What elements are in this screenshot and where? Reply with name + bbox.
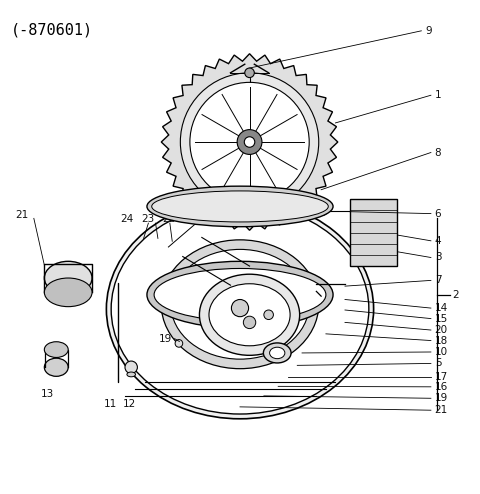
- Text: 19: 19: [158, 333, 172, 344]
- Ellipse shape: [209, 284, 290, 346]
- Ellipse shape: [147, 261, 333, 328]
- Text: 8: 8: [435, 148, 441, 158]
- Text: 4: 4: [435, 236, 441, 246]
- Text: 3: 3: [435, 252, 441, 262]
- Text: 9: 9: [425, 26, 432, 36]
- Text: 17: 17: [435, 372, 448, 382]
- Ellipse shape: [127, 372, 135, 377]
- Text: 14: 14: [435, 303, 448, 313]
- Text: 12: 12: [123, 400, 136, 410]
- Ellipse shape: [154, 268, 326, 321]
- Text: (-870601): (-870601): [11, 23, 93, 38]
- Text: 23: 23: [142, 214, 155, 224]
- Circle shape: [243, 316, 256, 329]
- Circle shape: [231, 299, 249, 317]
- Circle shape: [320, 207, 327, 215]
- Polygon shape: [161, 54, 338, 230]
- Text: 7: 7: [435, 276, 441, 286]
- Text: 21: 21: [435, 405, 448, 415]
- Circle shape: [244, 137, 255, 147]
- Text: 1: 1: [435, 90, 441, 100]
- Text: 15: 15: [435, 314, 448, 324]
- Ellipse shape: [44, 358, 68, 376]
- Ellipse shape: [44, 342, 68, 358]
- Circle shape: [245, 68, 254, 78]
- Text: 6: 6: [435, 208, 441, 218]
- Ellipse shape: [180, 73, 319, 211]
- Text: 13: 13: [40, 389, 54, 399]
- Text: 5: 5: [435, 359, 441, 369]
- Ellipse shape: [171, 249, 309, 359]
- Ellipse shape: [264, 343, 291, 363]
- Text: 21: 21: [16, 209, 29, 219]
- Ellipse shape: [190, 82, 309, 202]
- Ellipse shape: [44, 261, 92, 295]
- Text: 16: 16: [435, 382, 448, 392]
- Ellipse shape: [111, 204, 369, 414]
- Text: 2: 2: [452, 289, 459, 300]
- Ellipse shape: [147, 186, 333, 227]
- Text: 18: 18: [435, 335, 448, 345]
- Circle shape: [175, 339, 183, 347]
- Ellipse shape: [152, 191, 328, 222]
- Circle shape: [237, 129, 262, 155]
- Ellipse shape: [270, 347, 285, 359]
- Text: 10: 10: [435, 347, 448, 357]
- Ellipse shape: [44, 278, 92, 307]
- Text: 20: 20: [435, 325, 448, 335]
- Circle shape: [125, 361, 137, 373]
- Text: 24: 24: [120, 214, 133, 224]
- FancyBboxPatch shape: [350, 199, 397, 266]
- Text: 19: 19: [435, 393, 448, 403]
- Text: 22: 22: [163, 214, 176, 224]
- Ellipse shape: [199, 274, 300, 355]
- Ellipse shape: [107, 199, 373, 419]
- Circle shape: [264, 310, 274, 320]
- Ellipse shape: [161, 240, 319, 369]
- Text: 11: 11: [104, 400, 117, 410]
